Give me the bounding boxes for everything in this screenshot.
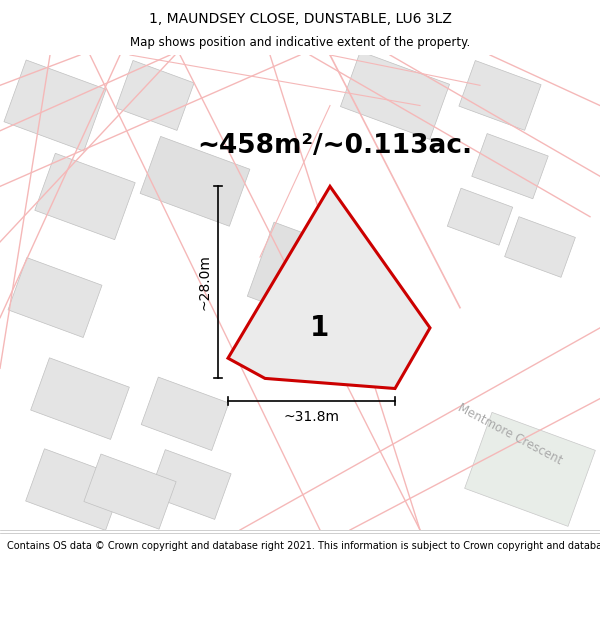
Polygon shape <box>505 217 575 278</box>
Polygon shape <box>464 412 595 526</box>
Polygon shape <box>247 222 373 332</box>
Polygon shape <box>340 51 449 139</box>
Polygon shape <box>228 186 430 389</box>
Text: 1, MAUNDSEY CLOSE, DUNSTABLE, LU6 3LZ: 1, MAUNDSEY CLOSE, DUNSTABLE, LU6 3LZ <box>149 12 451 26</box>
Polygon shape <box>4 60 106 151</box>
Text: Mentmore Crescent: Mentmore Crescent <box>455 401 565 467</box>
Polygon shape <box>35 153 135 239</box>
Text: ~31.8m: ~31.8m <box>284 410 340 424</box>
Polygon shape <box>459 61 541 131</box>
Polygon shape <box>8 258 102 338</box>
Text: ~28.0m: ~28.0m <box>197 254 211 311</box>
Polygon shape <box>31 357 130 439</box>
Text: Maundsey Close: Maundsey Close <box>334 228 396 316</box>
Polygon shape <box>26 449 124 531</box>
Polygon shape <box>149 449 231 519</box>
Text: Map shows position and indicative extent of the property.: Map shows position and indicative extent… <box>130 36 470 49</box>
Polygon shape <box>472 134 548 199</box>
Polygon shape <box>448 188 512 245</box>
Text: Contains OS data © Crown copyright and database right 2021. This information is : Contains OS data © Crown copyright and d… <box>7 541 600 551</box>
Text: 1: 1 <box>310 314 329 342</box>
Polygon shape <box>140 136 250 226</box>
Polygon shape <box>84 454 176 529</box>
Polygon shape <box>116 61 194 131</box>
Text: ~458m²/~0.113ac.: ~458m²/~0.113ac. <box>197 133 473 159</box>
Polygon shape <box>141 377 229 451</box>
